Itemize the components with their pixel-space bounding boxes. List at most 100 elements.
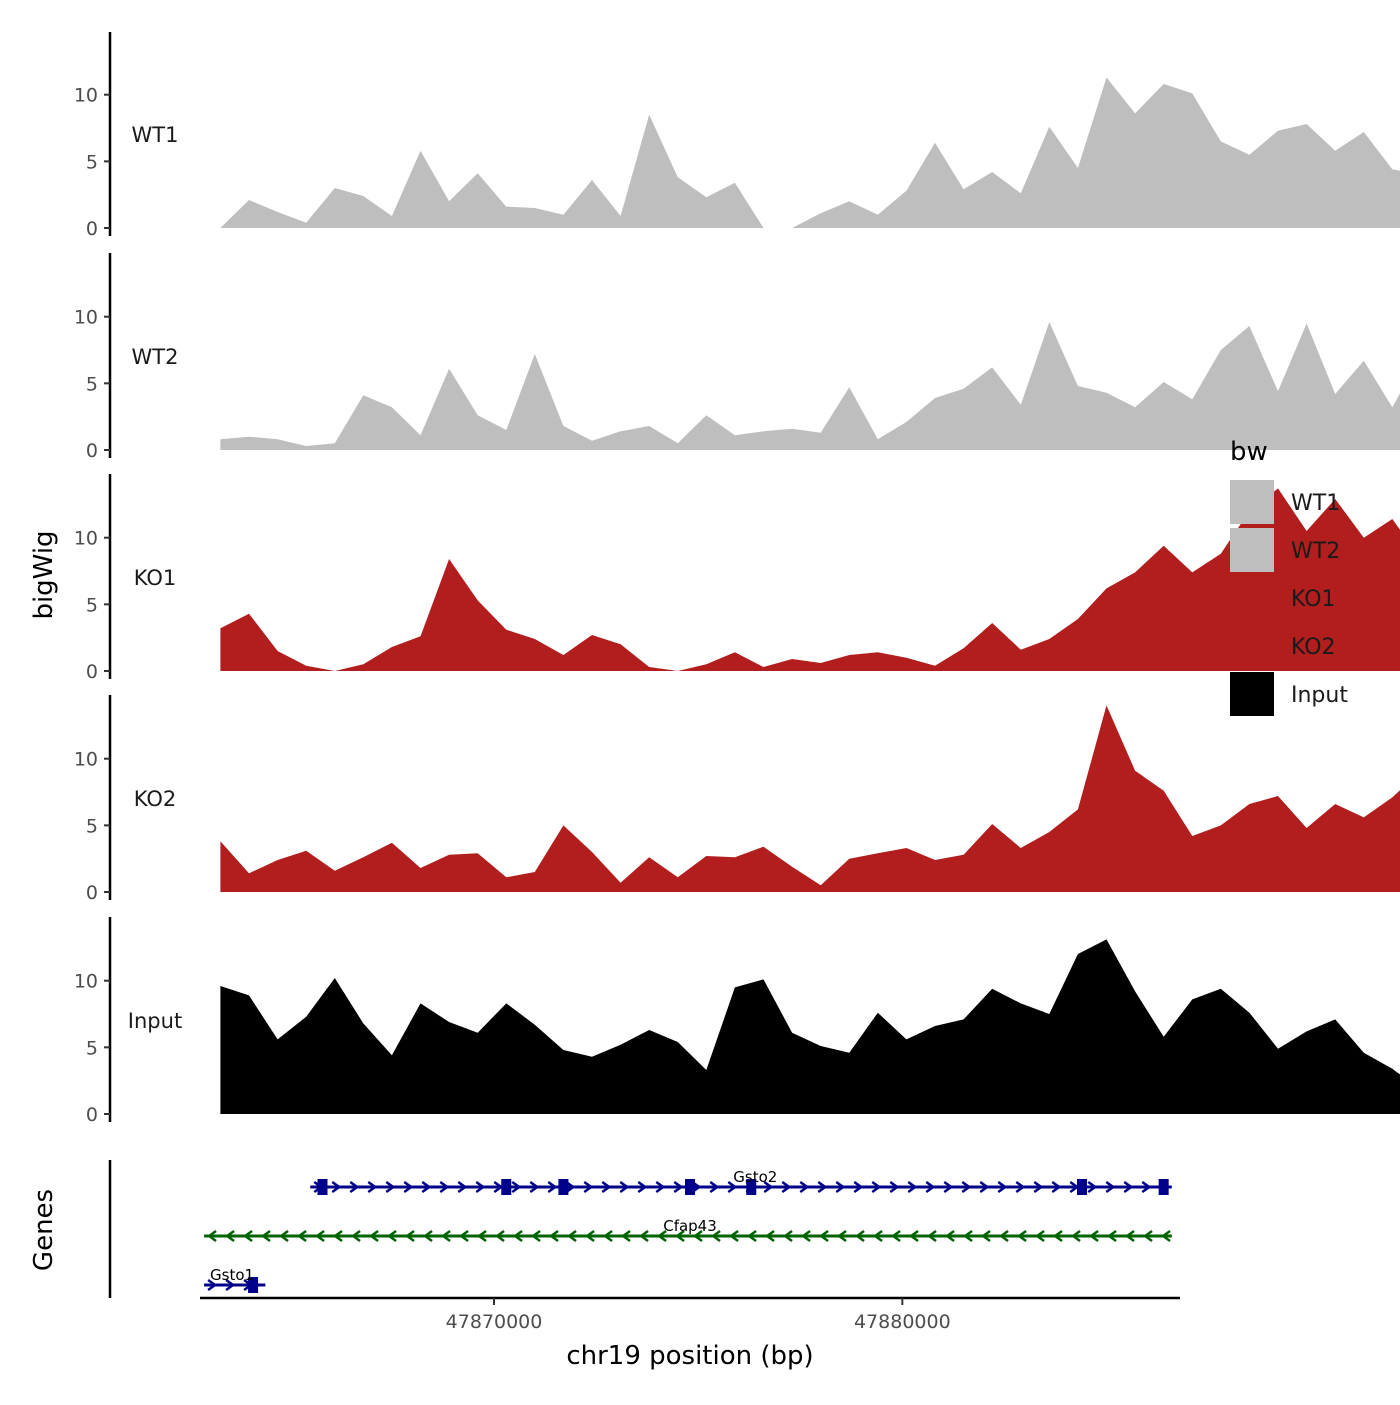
strand-arrow [331, 1180, 342, 1194]
y-tick-label: 10 [74, 307, 98, 329]
legend-label-input: Input [1291, 683, 1348, 708]
track-label: KO1 [134, 566, 177, 590]
strand-arrow [763, 1180, 774, 1194]
strand-arrow [1087, 1180, 1098, 1194]
legend: bw WT1 WT2 KO1 KO2 Input [1230, 437, 1348, 716]
signal-tracks: 0 5 10 WT1 0 5 10 WT2 0 5 10 KO1 0 5 10 KO2 0 5 10 Input [74, 32, 1400, 1126]
exon-block [248, 1277, 259, 1293]
strand-arrow [494, 1229, 505, 1243]
strand-arrow [889, 1180, 900, 1194]
strand-arrow [260, 1229, 271, 1243]
strand-arrow [601, 1180, 612, 1194]
strand-arrow [439, 1180, 450, 1194]
y-tick-label: 0 [86, 882, 98, 904]
strand-arrow [332, 1229, 343, 1243]
strand-arrow [925, 1180, 936, 1194]
strand-arrow [602, 1229, 613, 1243]
strand-arrow [620, 1229, 631, 1243]
strand-arrow [458, 1229, 469, 1243]
strand-arrow [872, 1229, 883, 1243]
strand-arrow [404, 1229, 415, 1243]
strand-arrow [836, 1229, 847, 1243]
legend-label-wt1: WT1 [1291, 491, 1340, 516]
signal-area-ko2 [220, 705, 1400, 892]
genes-panel: Gsto2 Cfap43 Gsto1 [108, 1160, 1172, 1298]
strand-arrow [440, 1229, 451, 1243]
strand-arrow [1106, 1229, 1117, 1243]
strand-arrow [944, 1229, 955, 1243]
exon-block [317, 1179, 328, 1195]
y-tick-label: 5 [86, 151, 98, 173]
gene-gsto1: Gsto1 [204, 1266, 266, 1293]
exon-block [685, 1179, 695, 1195]
strand-arrow [386, 1229, 397, 1243]
strand-arrow [764, 1229, 775, 1243]
y-axis-title: bigWig [29, 530, 59, 619]
strand-arrow [619, 1180, 630, 1194]
strand-arrow [854, 1229, 865, 1243]
signal-area-ko1 [220, 488, 1400, 671]
strand-arrow [709, 1180, 720, 1194]
gene-label: Gsto2 [733, 1168, 777, 1186]
strand-arrow [368, 1229, 379, 1243]
gene-cfap43: Cfap43 [204, 1217, 1172, 1243]
strand-arrow [1105, 1180, 1116, 1194]
track-input: 0 5 10 Input [74, 917, 1400, 1126]
strand-arrow [818, 1229, 829, 1243]
strand-arrow [710, 1229, 721, 1243]
signal-area-input [220, 939, 1400, 1114]
strand-arrow [421, 1180, 432, 1194]
strand-arrow [349, 1180, 360, 1194]
strand-arrow [547, 1180, 558, 1194]
y-tick-label: 0 [86, 661, 98, 683]
strand-arrow [979, 1180, 990, 1194]
strand-arrow [207, 1278, 218, 1292]
strand-arrow [242, 1229, 253, 1243]
x-axis-title: chr19 position (bp) [566, 1341, 813, 1371]
strand-arrow [278, 1229, 289, 1243]
track-ko1: 0 5 10 KO1 [74, 474, 1400, 683]
y-tick-label: 10 [74, 528, 98, 550]
strand-arrow [529, 1180, 540, 1194]
y-tick-label: 10 [74, 85, 98, 107]
strand-arrow [1123, 1180, 1134, 1194]
strand-arrow [1141, 1180, 1152, 1194]
strand-arrow [817, 1180, 828, 1194]
strand-arrow [511, 1180, 522, 1194]
legend-swatch-ko1 [1230, 576, 1274, 620]
legend-label-ko1: KO1 [1291, 587, 1336, 612]
strand-arrow [871, 1180, 882, 1194]
track-label: WT1 [132, 123, 179, 147]
strand-arrow [727, 1180, 738, 1194]
strand-arrow [422, 1229, 433, 1243]
strand-arrow [584, 1229, 595, 1243]
legend-swatch-wt1 [1230, 480, 1274, 524]
x-tick-label: 47870000 [446, 1311, 543, 1333]
gene-label: Gsto1 [210, 1266, 254, 1284]
signal-area-wt2 [220, 322, 1400, 450]
strand-arrow [655, 1180, 666, 1194]
strand-arrow [475, 1180, 486, 1194]
gene-label: Cfap43 [663, 1217, 717, 1235]
strand-arrow [692, 1229, 703, 1243]
y-tick-label: 5 [86, 373, 98, 395]
x-axis: 47870000 47880000 [200, 1296, 1180, 1333]
strand-arrow [980, 1229, 991, 1243]
strand-arrow [1052, 1229, 1063, 1243]
strand-arrow [476, 1229, 487, 1243]
strand-arrow [1124, 1229, 1135, 1243]
track-wt1: 0 5 10 WT1 [74, 32, 1400, 240]
track-label: Input [128, 1009, 182, 1033]
strand-arrow [782, 1229, 793, 1243]
y-tick-label: 10 [74, 749, 98, 771]
strand-arrow [800, 1229, 811, 1243]
strand-arrow [206, 1229, 217, 1243]
strand-arrow [799, 1180, 810, 1194]
strand-arrow [1051, 1180, 1062, 1194]
strand-arrow [926, 1229, 937, 1243]
strand-arrow [728, 1229, 739, 1243]
strand-arrow [1015, 1180, 1026, 1194]
legend-title: bw [1230, 437, 1268, 467]
strand-arrow [350, 1229, 361, 1243]
